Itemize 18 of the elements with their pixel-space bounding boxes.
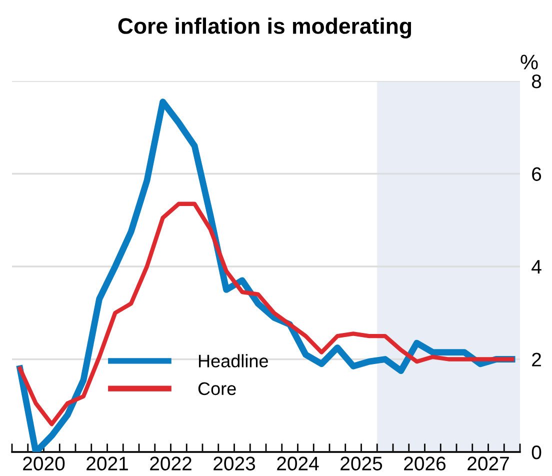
y-tick-label: 0 bbox=[532, 445, 542, 460]
y-axis-title: % bbox=[520, 54, 538, 70]
x-tick-label: 2025 bbox=[340, 456, 382, 470]
y-tick-label: 2 bbox=[532, 352, 541, 366]
x-tick-label: 2023 bbox=[214, 456, 256, 470]
x-tick-label: 2026 bbox=[404, 456, 446, 470]
chart-title: Core inflation is moderating bbox=[118, 18, 412, 38]
y-tick-label: 8 bbox=[532, 74, 542, 88]
x-tick-label: 2027 bbox=[468, 456, 509, 470]
legend-label: Headline bbox=[198, 354, 268, 368]
x-tick-label: 2020 bbox=[23, 456, 65, 470]
line-series bbox=[18, 202, 514, 426]
y-tick-label: 4 bbox=[532, 260, 542, 274]
x-tick-label: 2022 bbox=[150, 456, 192, 470]
x-tick-label: 2021 bbox=[86, 456, 128, 470]
x-tick-label: 2024 bbox=[277, 456, 319, 470]
y-tick-label: 6 bbox=[532, 167, 542, 181]
legend-label: Core bbox=[198, 382, 236, 396]
